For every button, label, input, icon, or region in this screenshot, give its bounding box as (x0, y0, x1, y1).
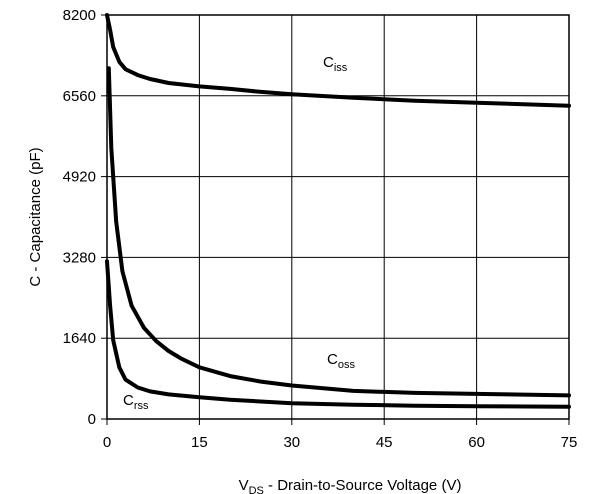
y-axis-title: C - Capacitance (pF) (27, 147, 44, 286)
x-tick-label: 30 (283, 434, 300, 451)
series-line-ciss (107, 15, 569, 106)
x-tick-label: 45 (376, 434, 393, 451)
series-line-crss (107, 261, 569, 406)
x-tick-label: 15 (191, 434, 208, 451)
series-label-crss: Crss (123, 392, 149, 412)
y-tick-label: 8200 (63, 7, 96, 24)
series-labels: Ciss Coss Crss (123, 54, 355, 412)
x-tick-label: 75 (561, 434, 578, 451)
series-label-coss: Coss (327, 351, 355, 371)
series-line-coss (109, 68, 569, 395)
y-tick-label: 6560 (63, 88, 96, 105)
series-label-ciss: Ciss (323, 54, 348, 74)
x-axis-title: VDS - Drain-to-Source Voltage (V) (239, 477, 462, 494)
tick-labels: 0 15 30 45 60 75 0 1640 3280 4920 6560 8200 (63, 7, 578, 451)
y-tick-label: 4920 (63, 169, 96, 186)
y-tick-label: 3280 (63, 249, 96, 266)
x-tick-label: 60 (468, 434, 485, 451)
y-tick-label: 1640 (63, 330, 96, 347)
y-tick-label: 0 (88, 411, 96, 428)
x-tick-label: 0 (103, 434, 111, 451)
